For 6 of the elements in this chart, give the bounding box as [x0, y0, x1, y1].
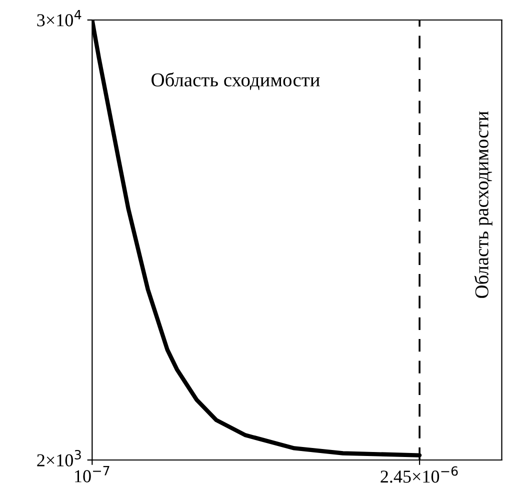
x-tick-label: 2.45×10$^{−6}$ — [380, 466, 458, 483]
annotation: Область расходимости — [474, 111, 492, 298]
y-tick-label: 2×10$^{3}$ — [37, 450, 81, 466]
y-tick-label: 3×10$^{4}$ — [37, 10, 82, 26]
x-tick-label: 10$^{−7}$ — [75, 466, 110, 482]
annotation: Область сходимости — [152, 72, 320, 90]
